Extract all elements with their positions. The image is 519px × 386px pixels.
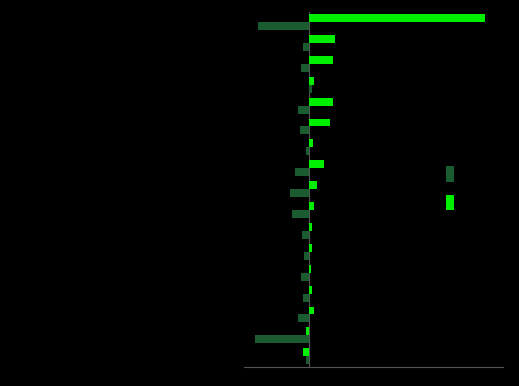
Bar [309,77,314,85]
Bar [306,147,309,155]
Bar [309,160,324,168]
Bar [258,22,309,30]
Bar [305,252,309,260]
Bar [309,85,312,93]
Bar [302,231,309,239]
Bar [309,306,314,315]
Bar [309,35,335,43]
Bar [295,168,309,176]
Bar [255,335,309,343]
Bar [301,273,309,281]
Bar [298,106,309,113]
Bar [309,244,312,252]
Bar [301,64,309,72]
Bar [300,127,309,134]
Bar [309,223,312,231]
Bar [309,98,333,106]
Bar [309,265,311,273]
Bar [309,14,485,22]
Bar [291,189,309,197]
Bar [306,327,309,335]
Bar [304,43,309,51]
Bar [298,315,309,322]
Bar [304,348,309,356]
Bar [309,139,313,147]
FancyBboxPatch shape [446,166,454,182]
Bar [309,286,312,294]
Bar [309,56,333,64]
Bar [309,181,318,189]
Bar [304,294,309,301]
Bar [309,202,314,210]
Bar [306,356,309,364]
FancyBboxPatch shape [446,195,454,210]
Bar [309,119,331,127]
Bar [292,210,309,218]
